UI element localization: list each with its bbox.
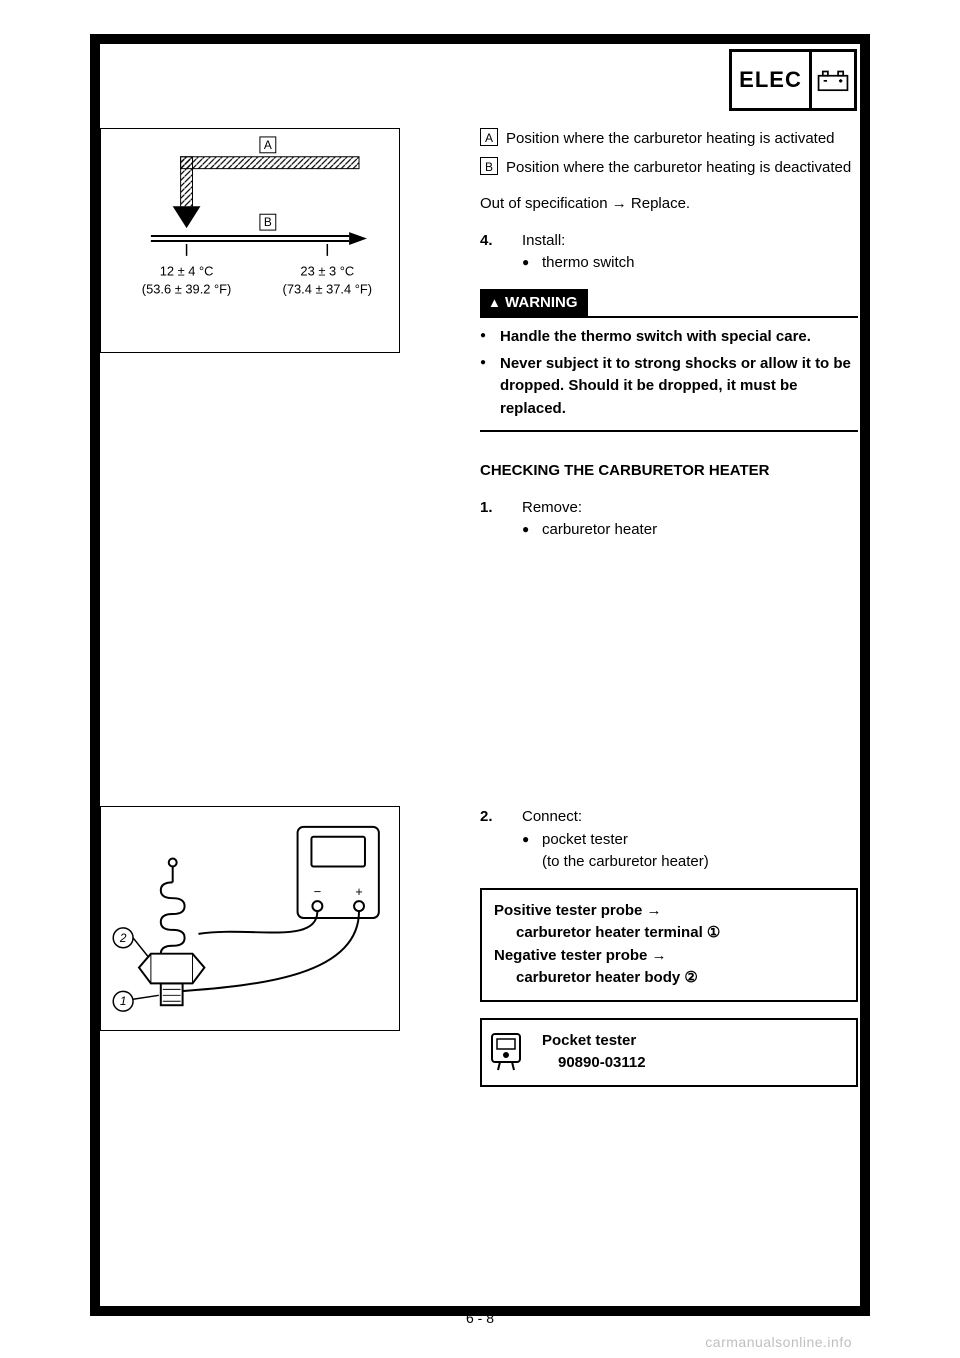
figure-carburetor-heater-diagram: − + 1 2 [100,806,400,1031]
frame-right [860,34,870,1314]
frame-top [90,34,870,44]
header-tag: ELEC [729,49,857,111]
step2-item: pocket tester [542,831,628,848]
right-column-upper: A Position where the carburetor heating … [480,128,858,548]
tool-name: Pocket tester [542,1030,844,1053]
legend-text-b: Position where the carburetor heating is… [506,157,851,180]
battery-icon [812,52,854,108]
figure1-temp-right-1: 23 ± 3 °C [300,264,354,279]
figure1-temp-right-2: (73.4 ± 37.4 °F) [283,282,373,297]
page-number: 6 - 8 [0,1310,960,1326]
warning-label: WARNING [505,294,578,311]
svg-text:+: + [355,884,363,899]
install-item: thermo switch [522,252,858,275]
pocket-tester-icon [482,1020,530,1085]
result-line: Out of specification → Replace. [480,193,858,216]
svg-text:−: − [314,884,322,899]
watermark: carmanualsonline.info [705,1334,852,1350]
checking-title: CHECKING THE CARBURETOR HEATER [480,462,769,479]
frame-left [90,34,100,1314]
probe-pos-label: Positive tester probe → [494,902,662,919]
right-column-lower: 2. Connect: pocket tester (to the carbur… [480,806,858,1087]
step-number-4: 4. [480,230,493,253]
probe-neg-label: Negative tester probe → [494,947,667,964]
page: ELEC [0,0,960,1358]
step2-label: Connect: [522,808,582,825]
warning-line2: Never subject it to strong shocks or all… [500,355,851,417]
step1-item: carburetor heater [522,519,858,542]
figure1-temp-left-2: (53.6 ± 39.2 °F) [142,282,232,297]
warning-box: ▲ WARNING Handle the thermo switch with … [480,289,858,433]
legend-text-a: Position where the carburetor heating is… [506,128,835,151]
step1-label: Remove: [522,499,582,516]
legend-box-b: B [480,157,498,175]
probe-neg-target: carburetor heater body ② [516,969,698,986]
warning-line1: Handle the thermo switch with special ca… [500,328,811,345]
figure1-label-b: B [264,215,272,229]
svg-text:2: 2 [119,931,127,945]
figure1-label-a: A [264,138,272,152]
step2-note: (to the carburetor heater) [542,853,709,870]
svg-text:1: 1 [120,994,127,1008]
header-elec-label: ELEC [732,52,812,108]
probe-pos-target: carburetor heater terminal ① [516,924,720,941]
figure-thermo-switch-diagram: A B 12 ± 4 °C (53.6 ± 39.2 °F) 23 ± 3 °C… [100,128,400,353]
probe-box: Positive tester probe → carburetor heate… [480,888,858,1002]
figure1-temp-left-1: 12 ± 4 °C [160,264,214,279]
tool-pn: 90890-03112 [558,1054,646,1071]
step-install-label: Install: [522,232,565,249]
legend-box-a: A [480,128,498,146]
tool-box: Pocket tester 90890-03112 [480,1018,858,1087]
